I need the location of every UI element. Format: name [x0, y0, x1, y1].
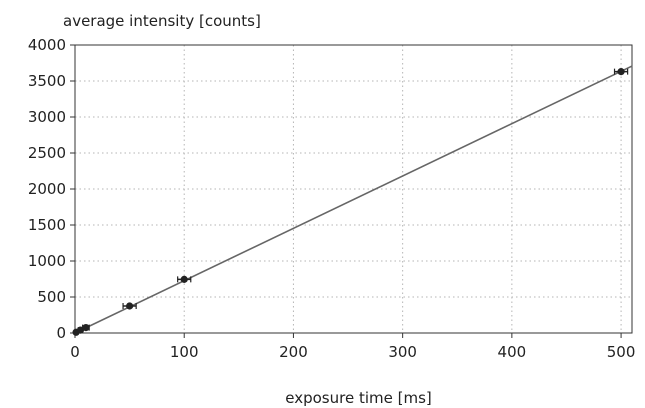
data-point — [613, 68, 629, 76]
data-point — [122, 302, 137, 310]
x-tick-label: 0 — [70, 343, 80, 361]
data-point-marker — [126, 302, 134, 310]
data-point — [76, 326, 85, 334]
grid — [75, 44, 632, 333]
data-point — [177, 275, 192, 283]
y-axis-label: average intensity [counts] — [63, 12, 261, 30]
y-tick-label: 4000 — [28, 36, 66, 54]
y-tick-label: 500 — [37, 288, 66, 306]
y-tick-label: 1000 — [28, 252, 66, 270]
fit-line-layer — [74, 65, 633, 334]
y-tick-label: 3500 — [28, 72, 66, 90]
data-point-marker — [180, 275, 188, 283]
data-points — [72, 68, 629, 336]
y-tick-label: 0 — [56, 324, 66, 342]
x-tick-label: 300 — [388, 343, 417, 361]
x-tick-label: 200 — [279, 343, 308, 361]
x-tick-label: 500 — [607, 343, 636, 361]
y-tick-label: 2000 — [28, 180, 66, 198]
x-tick-label: 400 — [498, 343, 527, 361]
data-point — [82, 324, 90, 332]
y-tick-label: 1500 — [28, 216, 66, 234]
data-point-marker — [82, 324, 90, 332]
y-tick-label: 2500 — [28, 144, 66, 162]
ticks: 0 500 1000 1500 2000 2500 3000 3500 4000 0 100 200 3… — [28, 36, 636, 361]
x-tick-label: 100 — [170, 343, 199, 361]
x-axis-label: exposure time [ms] — [285, 389, 431, 407]
y-tick-label: 3000 — [28, 108, 66, 126]
data-point-marker — [617, 68, 625, 76]
fit-line — [74, 65, 633, 334]
